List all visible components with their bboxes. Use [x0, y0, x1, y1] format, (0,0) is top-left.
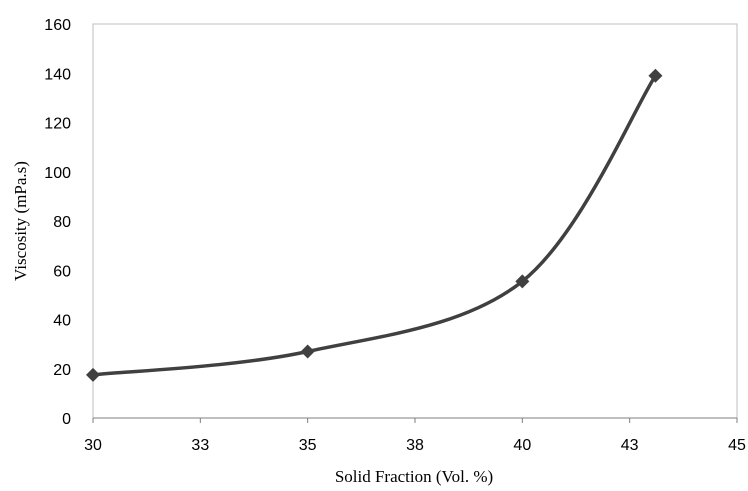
x-tick-label: 38 — [406, 437, 424, 454]
series-group — [86, 68, 663, 382]
x-tick-label: 35 — [299, 437, 317, 454]
y-tick-label: 60 — [53, 263, 71, 280]
y-tick-label: 0 — [62, 411, 71, 428]
data-point-marker — [86, 367, 100, 382]
data-point-marker — [648, 68, 663, 83]
y-tick-label: 120 — [44, 116, 71, 133]
x-tick-label: 33 — [191, 437, 209, 454]
plot-frame — [92, 23, 738, 419]
x-axis-title: Solid Fraction (Vol. %) — [335, 467, 493, 486]
x-tick-label: 45 — [728, 437, 746, 454]
axes: 0 20 40 60 80 100 120 140 160 30 33 35 38 40 43 45 — [44, 17, 746, 454]
y-tick-label: 40 — [53, 313, 71, 330]
y-tick-label: 20 — [53, 362, 71, 379]
y-tick-label: 100 — [44, 165, 71, 182]
y-tick-label: 140 — [44, 66, 71, 83]
y-axis-title: Viscosity (mPa.s) — [11, 161, 30, 281]
y-tick-label: 80 — [53, 214, 71, 231]
x-tick-label: 43 — [621, 437, 639, 454]
data-point-marker — [515, 274, 530, 289]
y-tick-label: 160 — [44, 17, 71, 34]
series-line — [92, 74, 657, 377]
x-tick-label: 30 — [84, 437, 102, 454]
x-tick-label: 40 — [513, 437, 531, 454]
data-point-marker — [300, 344, 315, 359]
